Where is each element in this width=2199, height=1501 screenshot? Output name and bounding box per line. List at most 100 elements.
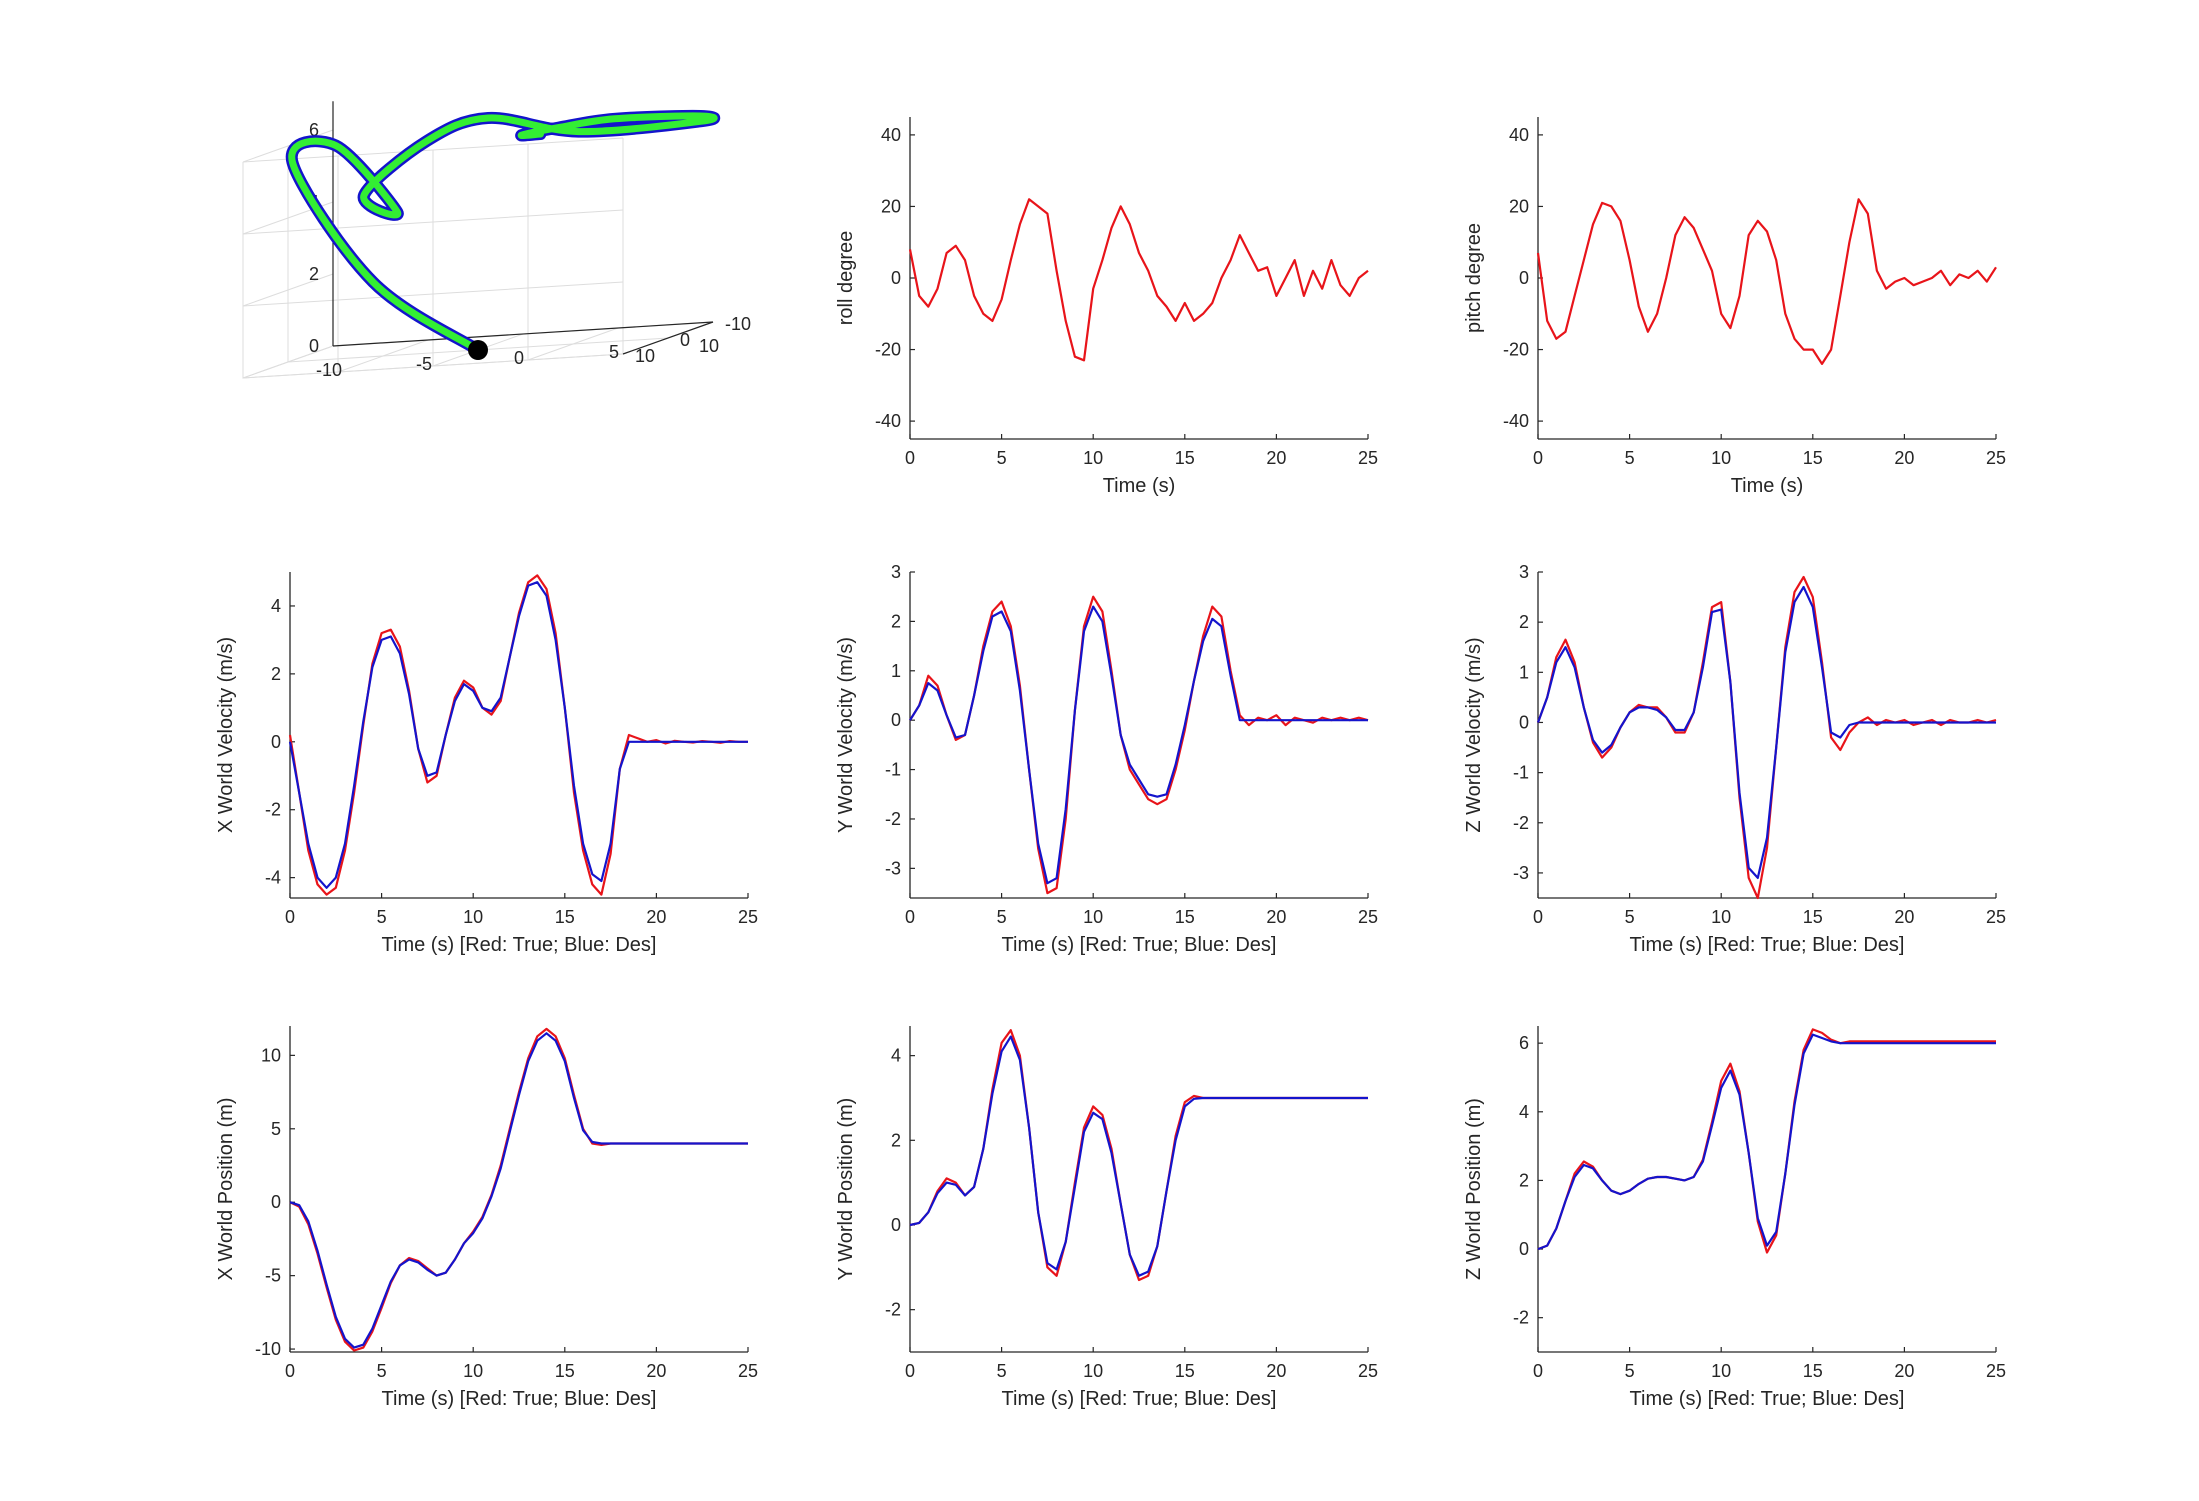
- y-axis-label: Y World Position (m): [835, 1098, 857, 1281]
- y-tick-label: 4: [271, 596, 281, 616]
- y-tick-label: 3: [1519, 562, 1529, 582]
- z-velocity-panel: 0 5 10 15 20 25 -3 -2 -1 0 1 2 3 Time (s) [Red: True;…: [1463, 562, 2006, 956]
- x-tick-label: 0: [1533, 907, 1543, 927]
- y-tick-label: -3: [1513, 863, 1529, 883]
- series-line-blue: [288, 581, 748, 889]
- y-axis-label: Z World Velocity (m/s): [1463, 637, 1485, 832]
- y-tick-label: -1: [1513, 763, 1529, 783]
- x-tick-label: 5: [1625, 907, 1635, 927]
- y-tick-label: 40: [881, 125, 901, 145]
- x-tick-label: 5: [1625, 448, 1635, 468]
- grid-line: [622, 138, 714, 355]
- y-tick-label: 1: [891, 661, 901, 681]
- y-tick-label: -5: [265, 1266, 281, 1286]
- grid-line: [242, 345, 624, 379]
- x-tick-label: 0: [1533, 448, 1543, 468]
- x-tick-label: 10: [1711, 1361, 1731, 1381]
- y-tick-label: -2: [885, 1300, 901, 1320]
- grid-line: [527, 144, 619, 361]
- y-tick-label: -20: [875, 340, 901, 360]
- series-line-red: [1536, 198, 1997, 365]
- y-tick-label: 0: [1519, 712, 1529, 732]
- x-tick-label: 20: [1266, 448, 1286, 468]
- y-axis-label: Z World Position (m): [1463, 1098, 1485, 1280]
- x-tick-label: 20: [1266, 907, 1286, 927]
- x-tick-label: 10: [1711, 448, 1731, 468]
- y-tick-label: 0: [891, 710, 901, 730]
- trajectory-green: [288, 112, 718, 354]
- x-tick-label: 15: [1175, 907, 1195, 927]
- grid-line: [242, 273, 624, 307]
- y-tick-label: -2: [265, 800, 281, 820]
- x-tick-label: 0: [905, 448, 915, 468]
- y-tick-label: -40: [1503, 411, 1529, 431]
- start-marker: [468, 340, 488, 360]
- y-tick-label: -2: [885, 809, 901, 829]
- x-axis-label: Time (s): [1731, 475, 1804, 497]
- x-tick-label: 5: [609, 342, 619, 362]
- pitch-panel: 0 5 10 15 20 25 -40 -20 0 20 40 Time (s) pitch degre…: [1463, 117, 2006, 497]
- x-tick-label: 10: [1083, 1361, 1103, 1381]
- y-tick-label: 2: [891, 611, 901, 631]
- y-tick-label: 10: [261, 1045, 281, 1065]
- x-tick-label: 10: [463, 907, 483, 927]
- y-tick-label: -40: [875, 411, 901, 431]
- roll-panel: 0 5 10 15 20 25 -40 -20 0 20 40 Time (s) roll degree: [835, 117, 1378, 497]
- y-tick-label: 4: [1519, 1102, 1529, 1122]
- x-tick-label: 10: [1083, 448, 1103, 468]
- x-tick-label: 15: [555, 907, 575, 927]
- y-axis-label: roll degree: [835, 231, 857, 326]
- series-line-red: [909, 595, 1369, 895]
- x-tick-label: 0: [1533, 1361, 1543, 1381]
- series-line-red: [908, 198, 1369, 362]
- y-tick-label: 2: [891, 1130, 901, 1150]
- x-tick-label: -5: [416, 354, 432, 374]
- x-tick-label: 0: [285, 907, 295, 927]
- y-axis: [622, 321, 714, 355]
- y-tick-label: 0: [891, 268, 901, 288]
- y-tick-label: 2: [1519, 612, 1529, 632]
- y-tick-label: 5: [271, 1119, 281, 1139]
- x-axis-label: Time (s) [Red: True; Blue: Des]: [382, 934, 657, 956]
- x-tick-label: 0: [905, 1361, 915, 1381]
- x-axis-label: Time (s) [Red: True; Blue: Des]: [382, 1388, 657, 1410]
- x-tick-label: -10: [316, 360, 342, 380]
- y-tick-label: 3: [891, 562, 901, 582]
- x-velocity-panel: 0 5 10 15 20 25 -4 -2 0 2 4 Time (s) [Red: True; Bl…: [215, 572, 758, 956]
- y-tick-label: -2: [1513, 1308, 1529, 1328]
- y-tick-label: 0: [891, 1215, 901, 1235]
- series-line-red: [909, 1029, 1368, 1282]
- x-axis-label: Time (s): [1103, 475, 1176, 497]
- series-line-red: [1536, 575, 1997, 900]
- series-line-red: [288, 574, 748, 896]
- y-tick-label: 1: [1519, 662, 1529, 682]
- x-tick-label: 25: [1358, 448, 1378, 468]
- y-axis-label: X World Velocity (m/s): [215, 637, 237, 833]
- y-tick-label: -10: [725, 314, 751, 334]
- x-axis-label: Time (s) [Red: True; Blue: Des]: [1002, 934, 1277, 956]
- y-tick-label: 0: [680, 330, 690, 350]
- x-tick-label: 5: [997, 448, 1007, 468]
- y-tick-label: 2: [271, 664, 281, 684]
- y-axis-label: Y World Velocity (m/s): [835, 637, 857, 833]
- x-tick-label: 15: [1175, 448, 1195, 468]
- x-tick-label: 25: [738, 1361, 758, 1381]
- x-tick-label: 20: [1894, 448, 1914, 468]
- x-tick-label: 15: [1175, 1361, 1195, 1381]
- x-tick-label: 10: [1711, 907, 1731, 927]
- x-tick-label: 10: [463, 1361, 483, 1381]
- y-tick-label: -10: [255, 1339, 281, 1359]
- y-tick-label: 4: [891, 1046, 901, 1066]
- x-tick-label: 10: [1083, 907, 1103, 927]
- x-axis: [332, 321, 714, 347]
- y-tick-label: 20: [881, 196, 901, 216]
- series-line-red: [1537, 1028, 1996, 1254]
- x-tick-label: 25: [1986, 907, 2006, 927]
- x-tick-label: 0: [905, 907, 915, 927]
- x-tick-label: 5: [997, 907, 1007, 927]
- x-tick-label: 15: [1803, 907, 1823, 927]
- y-tick-label: -20: [1503, 340, 1529, 360]
- y-axis-label: pitch degree: [1463, 223, 1485, 333]
- x-tick-label: 20: [1266, 1361, 1286, 1381]
